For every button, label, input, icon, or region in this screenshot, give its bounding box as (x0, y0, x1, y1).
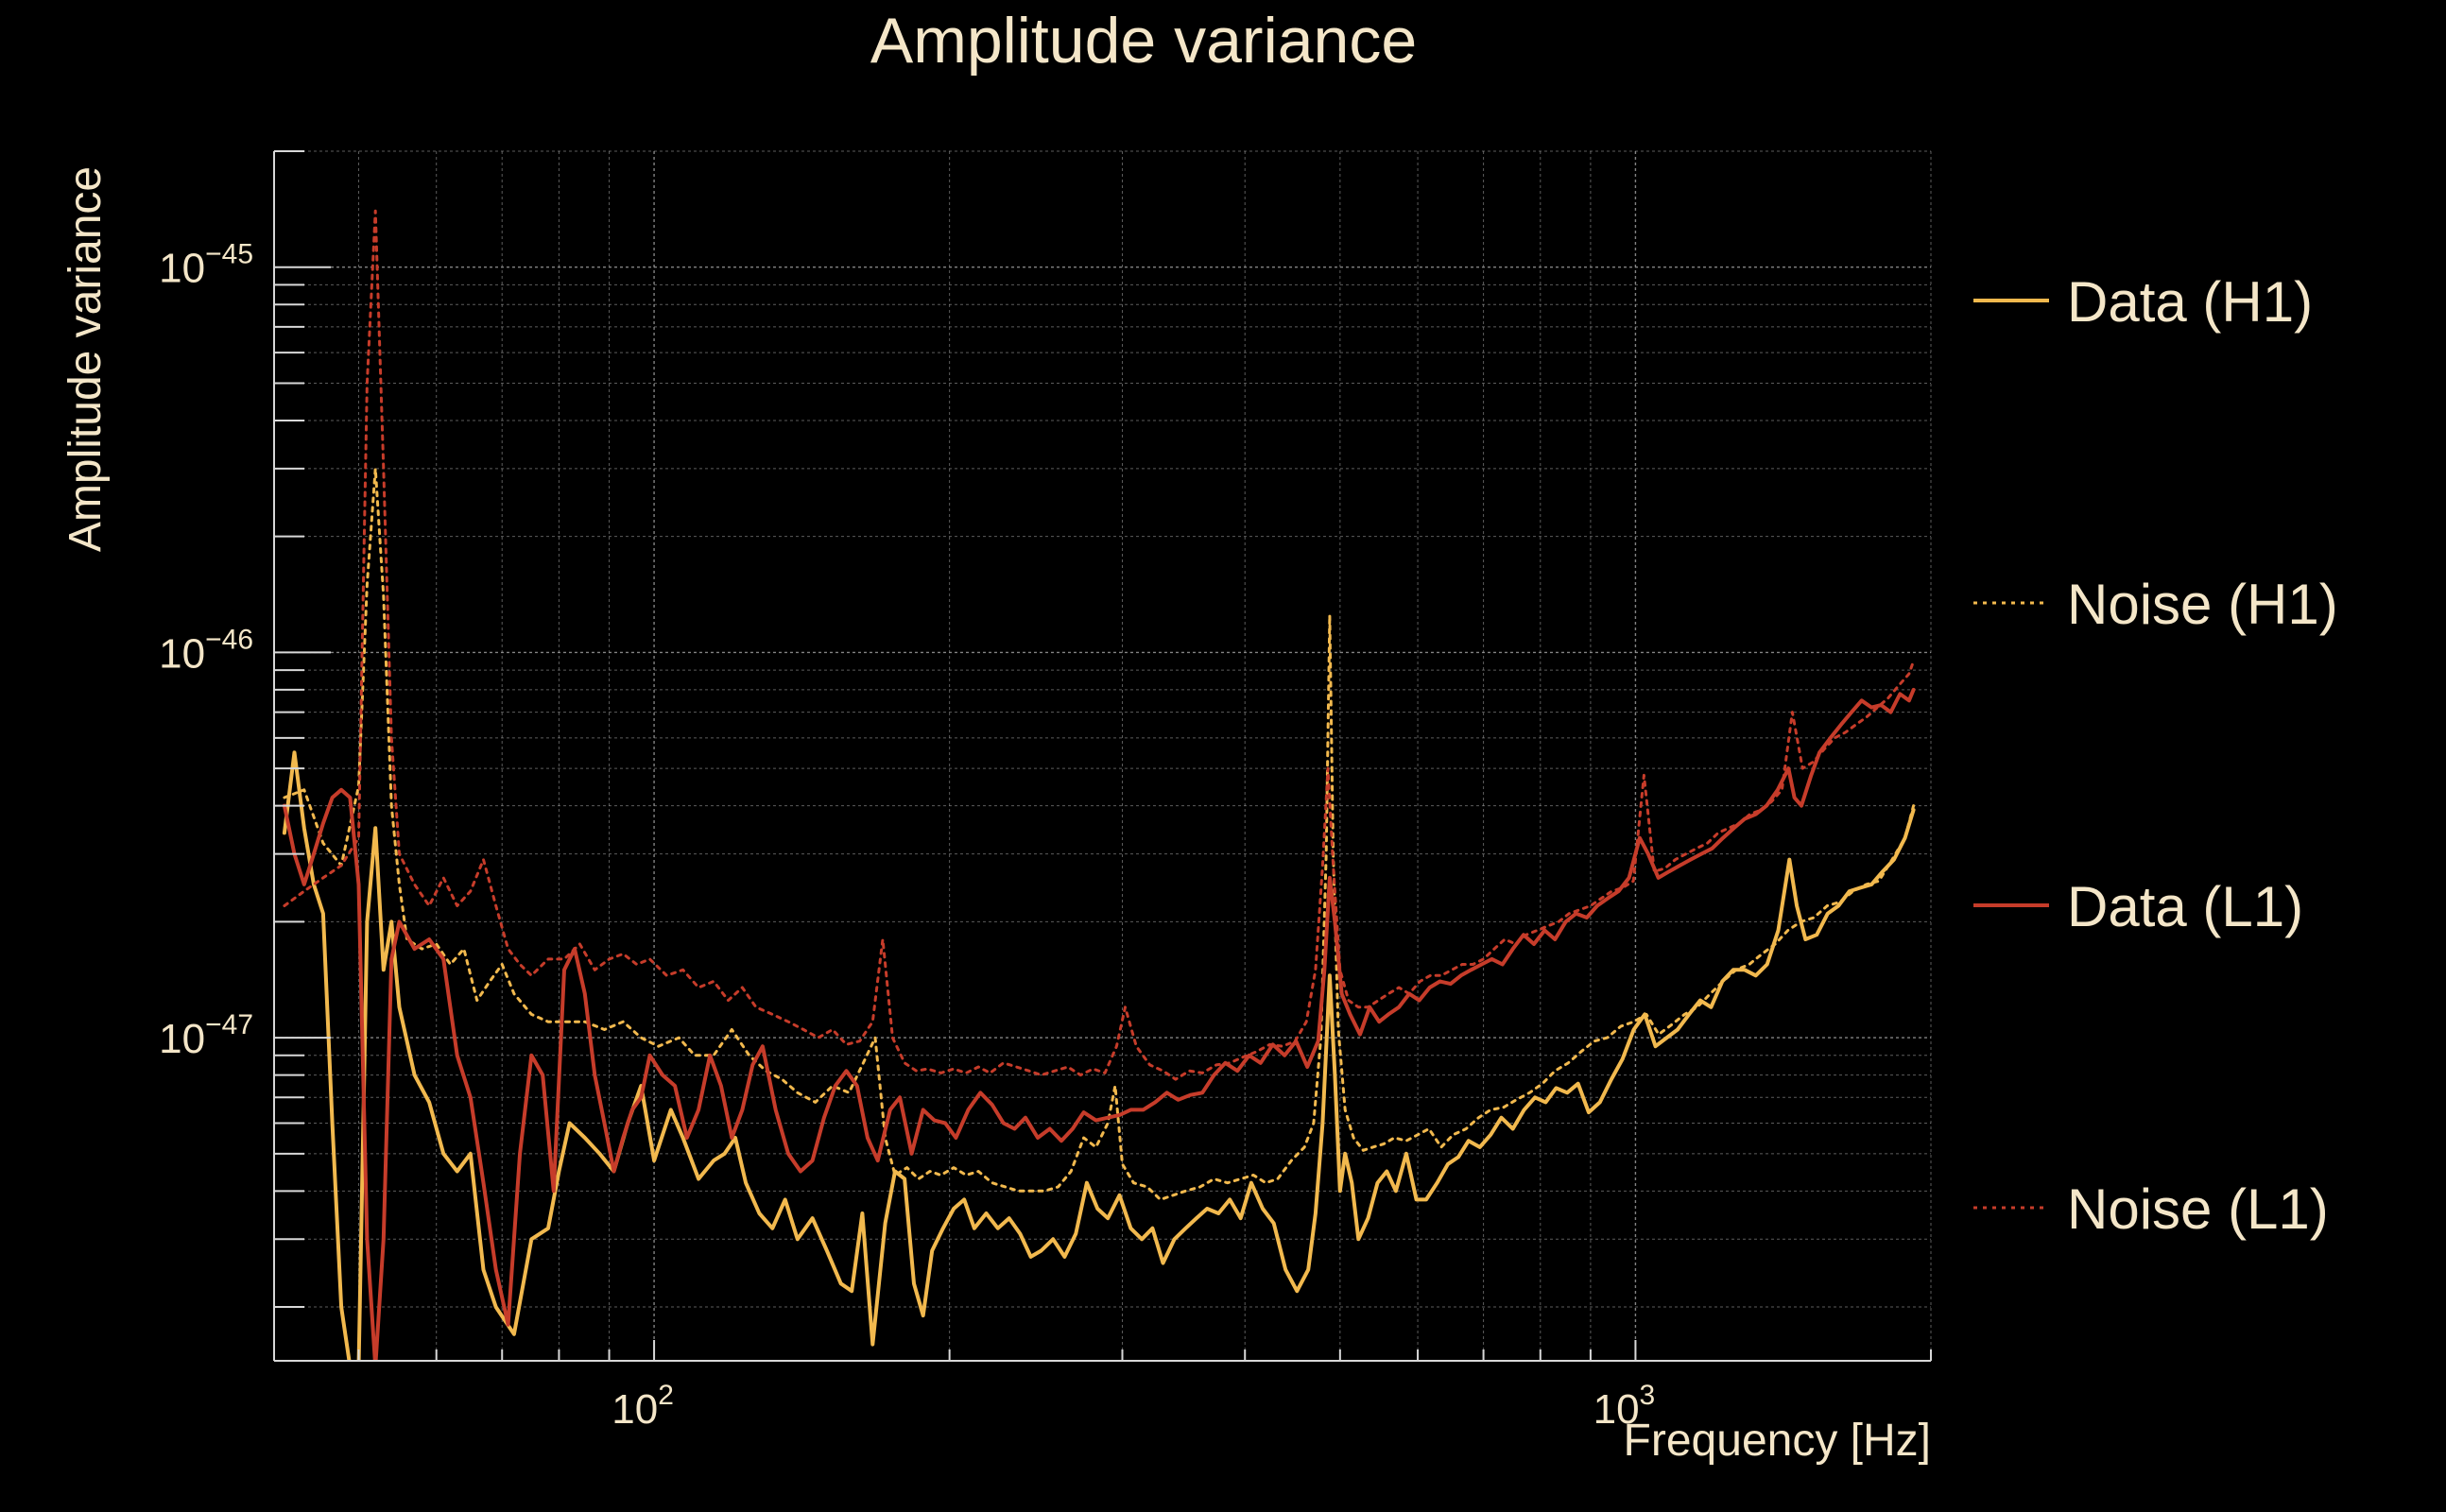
legend-label-3: Noise (L1) (2067, 1177, 2329, 1241)
axes (273, 150, 1932, 1362)
x-tick-label: 103 (1593, 1380, 1656, 1433)
series-line-3 (283, 209, 1916, 1081)
x-axis-label: Frequency [Hz] (1624, 1416, 1931, 1466)
legend: Data (H1) Noise (H1) Data (L1) Noise (L1) (1973, 270, 2338, 1241)
tick-labels: 10−45 10−46 10−47 102 103 (159, 239, 1655, 1433)
y-axis-label: Amplitude variance (60, 166, 111, 552)
y-tick-label: 10−45 (159, 239, 253, 292)
chart-title: Amplitude variance (870, 5, 1417, 77)
grid (274, 150, 1932, 1361)
series-line-0 (282, 750, 1916, 1361)
legend-label-2: Data (L1) (2067, 875, 2303, 938)
series-line-2 (282, 687, 1916, 1361)
series-line-1 (283, 467, 1916, 1201)
x-tick-label: 102 (612, 1380, 674, 1433)
legend-label-0: Data (H1) (2067, 270, 2313, 334)
legend-label-1: Noise (H1) (2067, 573, 2338, 636)
series-lines (282, 209, 1916, 1361)
y-tick-label: 10−47 (159, 1009, 253, 1062)
y-tick-label: 10−46 (159, 624, 253, 677)
